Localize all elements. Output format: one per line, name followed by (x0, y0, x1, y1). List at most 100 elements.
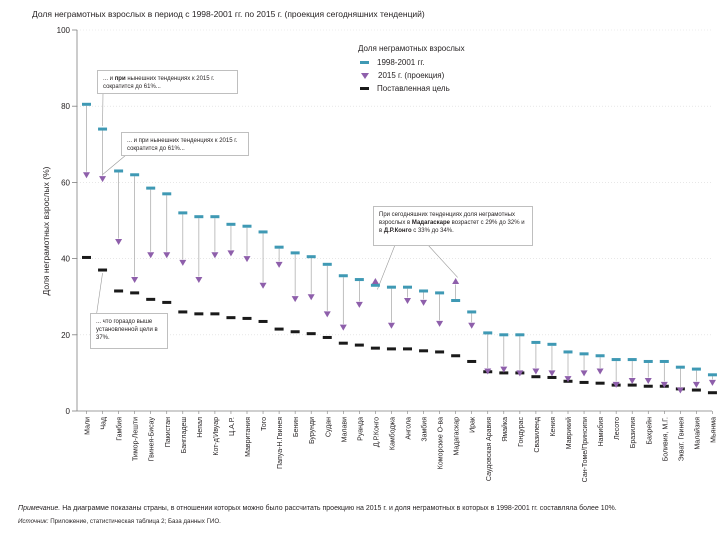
bar-1998-mark (210, 215, 220, 219)
legend-marker-1998 (360, 61, 369, 64)
pointer-chad (102, 154, 127, 175)
proj-2015-mark (420, 299, 428, 306)
x-tick-label: Саудовская Аравия (486, 417, 493, 481)
bar-1998-mark (386, 285, 396, 289)
proj-2015-mark (243, 256, 251, 263)
x-tick-label: Ямайка (501, 417, 509, 442)
bar-1998-mark (451, 299, 461, 303)
target-mark (322, 335, 332, 339)
bar-1998-mark (146, 186, 156, 190)
x-tick-label: Бурунди (309, 417, 316, 444)
proj-2015-mark (355, 301, 363, 308)
x-tick-label: Д.Р.Конго (373, 417, 380, 447)
x-tick-label: Бразилия (630, 417, 637, 448)
bar-1998-mark (306, 255, 316, 259)
x-tick-label: Гондурас (518, 417, 525, 447)
y-axis-label: Доля неграмотных взрослых (%) (41, 166, 51, 295)
x-tick-label: Сан-Томе/Принсипи (582, 417, 589, 482)
bar-1998-mark (643, 359, 653, 363)
x-tick-label: Папуа-Н.Гвинея (277, 417, 284, 469)
proj-2015-mark (676, 387, 684, 394)
y-tick-label: 40 (61, 255, 70, 264)
target-mark (386, 347, 396, 351)
legend-marker-2015 (361, 72, 369, 79)
proj-2015-mark (564, 376, 572, 383)
target-mark (338, 341, 348, 345)
x-tick-label: Кот-д'Ивуар (213, 417, 220, 456)
proj-2015-mark (468, 322, 476, 329)
x-tick-label: Бенин (293, 417, 300, 437)
annotation-text: ... что гораздо выше установленной цели … (96, 319, 158, 341)
target-mark (403, 347, 412, 351)
x-tick-label: Мали (85, 417, 92, 435)
proj-2015-mark (596, 368, 604, 375)
annotation-madagascar: При сегодняшних тенденциях доля неграмот… (373, 206, 533, 246)
y-tick-label: 0 (66, 407, 71, 416)
x-tick-label: Бангладеш (181, 417, 188, 454)
callout-pointer-lines (95, 92, 458, 319)
annotation-text: при (114, 76, 126, 82)
x-tick-label: Экват. Гвинея (678, 417, 685, 462)
bar-1998-mark (162, 192, 172, 196)
target-mark (210, 312, 220, 316)
annotation-text: При сегодняшних тенденциях доля неграмот… (379, 212, 516, 226)
annotation-text: возрастет с 29% до 32% и в (379, 220, 525, 234)
x-tick-label: Кения (550, 417, 557, 437)
proj-2015-mark (227, 250, 235, 257)
target-mark (595, 381, 605, 385)
chart-title: Доля неграмотных взрослых в период с 199… (32, 9, 425, 19)
pointer-madagascar (427, 244, 458, 278)
proj-2015-mark (436, 320, 444, 327)
proj-2015-mark (500, 366, 508, 373)
proj-2015-mark (83, 172, 90, 179)
proj-2015-mark (660, 381, 668, 388)
bar-1998-mark (226, 222, 236, 226)
target-mark (258, 319, 268, 323)
bar-1998-mark (595, 354, 605, 358)
bar-1998-mark (499, 333, 509, 337)
x-tick-label: Боливия, М.Г. (662, 417, 669, 461)
annotation-chad: ... и при нынешних тенденциях к 2015 г. … (121, 132, 249, 156)
bar-1998-mark (579, 352, 589, 356)
x-tick-label: Свазиленд (534, 417, 541, 453)
proj-2015-mark (275, 261, 283, 268)
target-mark (162, 300, 172, 304)
proj-2015-mark (452, 277, 460, 284)
target-mark (114, 289, 124, 293)
proj-2015-mark (291, 296, 299, 303)
target-mark (178, 310, 188, 314)
target-mark (547, 375, 557, 379)
legend-marker-target (360, 87, 369, 90)
proj-2015-mark (211, 252, 219, 259)
proj-2015-mark (708, 379, 716, 386)
target-mark (226, 316, 236, 320)
y-tick-label: 60 (61, 178, 70, 187)
footnote-text: На диаграмме показаны страны, в отношени… (60, 505, 617, 512)
bar-1998-mark (114, 169, 124, 173)
axes (72, 29, 713, 414)
x-tick-label: Пакистан (165, 417, 172, 447)
target-mark (419, 349, 429, 353)
source-note: Источник: Приложение, статистическая таб… (18, 518, 221, 525)
footnote: Примечание. На диаграмме показаны страны… (18, 505, 617, 512)
proj-2015-mark (548, 370, 556, 377)
bar-1998-mark (403, 285, 412, 289)
proj-2015-mark (692, 381, 700, 388)
proj-2015-mark (259, 282, 267, 289)
x-tick-label: Мавритания (245, 417, 252, 457)
target-mark (130, 291, 140, 295)
x-tick-label: Судан (325, 417, 332, 437)
source-text: Приложение, статистическая таблица 2; Ба… (48, 518, 221, 525)
x-tick-label: Намибия (597, 417, 605, 447)
y-tick-label: 20 (61, 331, 70, 340)
series-2015-projection (83, 172, 716, 394)
x-tick-label: Чад (101, 417, 108, 430)
bar-1998-mark (659, 359, 669, 363)
annotation-text: ... и (103, 76, 115, 82)
target-mark (194, 312, 204, 316)
x-tick-label: Коморские О-ва (438, 417, 445, 469)
x-tick-label: Малави (341, 417, 348, 442)
x-tick-label: Ц.А.Р. (229, 417, 236, 436)
proj-2015-mark (484, 368, 492, 375)
bar-1998-mark (338, 274, 348, 278)
